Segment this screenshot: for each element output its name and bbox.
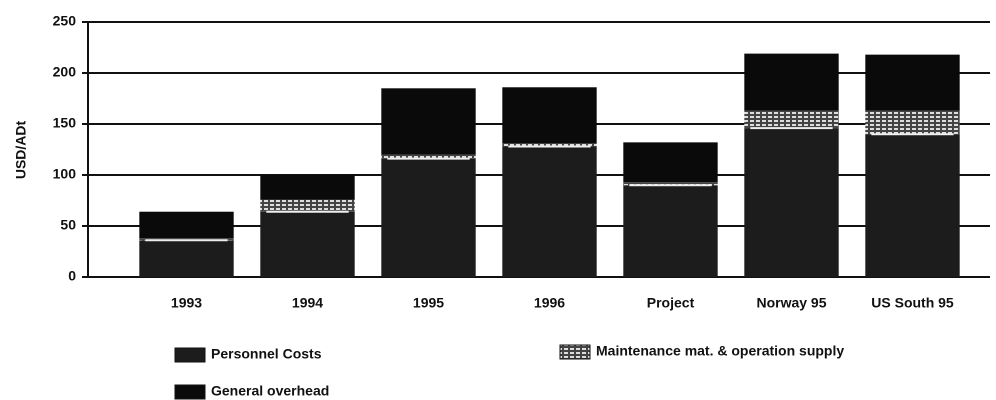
- bar-segment: [139, 238, 234, 241]
- bar-segment: [502, 143, 597, 147]
- bar-segment: [865, 134, 960, 277]
- bar-segment: [260, 199, 355, 212]
- y-tick-label: 100: [53, 166, 77, 182]
- legend-label: Personnel Costs: [211, 346, 322, 362]
- x-tick-label: 1994: [292, 295, 323, 311]
- bar-segment: [744, 53, 839, 111]
- x-tick-label: 1996: [534, 295, 565, 311]
- legend-label: General overhead: [211, 383, 329, 399]
- legend-swatch: [174, 347, 206, 363]
- bar-segment: [502, 146, 597, 277]
- bar-segment: [502, 87, 597, 144]
- y-axis-label: USD/ADt: [13, 121, 29, 180]
- x-tick-label: 1993: [171, 295, 202, 311]
- legend-swatch: [174, 384, 206, 400]
- y-tick-label: 150: [53, 115, 77, 131]
- bar-segment: [381, 158, 476, 277]
- bar-segment: [744, 110, 839, 129]
- x-tick-label: Project: [647, 295, 695, 311]
- x-tick-label: US South 95: [871, 295, 954, 311]
- bar-segment: [623, 182, 718, 186]
- bar-segment: [623, 142, 718, 183]
- y-tick-label: 50: [60, 217, 76, 233]
- bar-segment: [381, 154, 476, 159]
- bar-segment: [623, 185, 718, 277]
- y-tick-label: 250: [53, 13, 77, 29]
- y-tick-label: 0: [68, 268, 76, 284]
- bar-segment: [865, 110, 960, 135]
- x-tick-label: 1995: [413, 295, 444, 311]
- legend-swatch: [559, 344, 591, 360]
- bar-segment: [260, 175, 355, 200]
- legend-label: Maintenance mat. & operation supply: [596, 343, 844, 359]
- bar-segment: [865, 54, 960, 111]
- x-tick-label: Norway 95: [756, 295, 826, 311]
- bar-segment: [139, 211, 234, 239]
- bar-segment: [139, 240, 234, 277]
- bar-segment: [744, 128, 839, 277]
- bar-segment: [381, 88, 476, 155]
- y-tick-label: 200: [53, 64, 77, 80]
- bar-segment: [260, 211, 355, 277]
